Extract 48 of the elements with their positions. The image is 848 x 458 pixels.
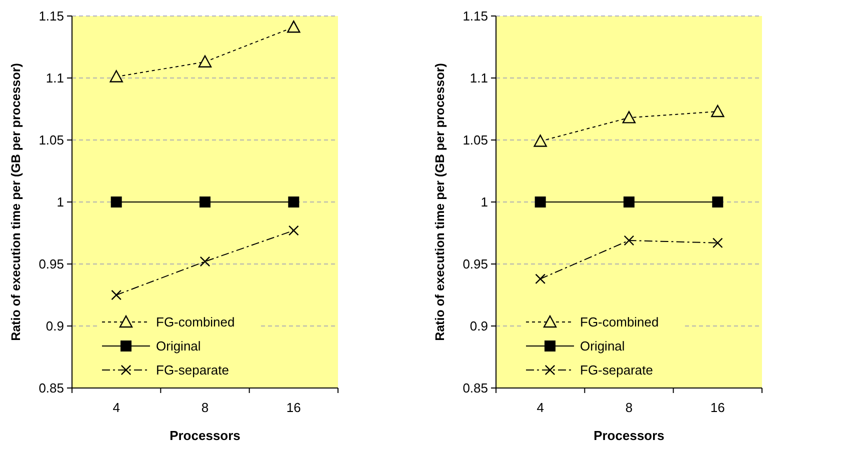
y-tick-label: 1.05 — [38, 132, 64, 148]
point — [624, 196, 634, 208]
y-tick-label: 1.15 — [462, 8, 488, 24]
x-tick-label: 16 — [710, 400, 725, 415]
y-tick-label: 0.9 — [470, 318, 488, 334]
x-tick-label: 4 — [112, 400, 120, 415]
point — [288, 226, 299, 236]
point — [534, 134, 547, 147]
point — [200, 256, 210, 267]
y-tick-label: 0.9 — [46, 318, 64, 334]
point — [110, 70, 123, 82]
x-tick-label: 8 — [201, 400, 209, 415]
point — [712, 196, 724, 208]
point — [110, 196, 122, 208]
x-axis-title: Processors — [170, 428, 240, 443]
point — [111, 290, 122, 300]
x-tick-label: 8 — [625, 400, 633, 415]
y-tick-label: 1.05 — [462, 132, 488, 148]
y-tick-label: 0.85 — [38, 380, 64, 396]
legend-label: Original — [156, 338, 201, 354]
y-tick-label: 1.1 — [46, 70, 64, 86]
legend-label: FG-combined — [156, 314, 235, 330]
point — [288, 196, 300, 208]
x-tick-label: 4 — [536, 400, 544, 415]
point — [535, 274, 546, 284]
y-tick-label: 0.95 — [462, 256, 488, 272]
y-tick-label: 1.1 — [470, 70, 488, 86]
point — [200, 196, 210, 208]
y-tick-label: 0.85 — [462, 380, 488, 396]
legend-label: Original — [580, 338, 625, 354]
point — [198, 55, 212, 68]
y-tick-label: 1.15 — [38, 8, 64, 24]
y-axis-title: Ratio of execution time per (GB per processor) — [433, 63, 447, 341]
y-tick-label: 1 — [56, 194, 64, 210]
point — [711, 104, 724, 118]
legend-label: FG-combined — [580, 314, 659, 330]
y-axis-title: Ratio of execution time per (GB per processor) — [9, 63, 23, 341]
y-tick-label: 0.95 — [38, 256, 64, 272]
point — [624, 235, 634, 246]
point — [534, 196, 546, 208]
x-tick-label: 16 — [286, 400, 301, 415]
legend-label: FG-separate — [580, 362, 653, 378]
point — [712, 238, 723, 248]
legend-label: FG-separate — [156, 362, 229, 378]
x-axis-title: Processors — [594, 428, 664, 443]
y-tick-label: 1 — [480, 194, 488, 210]
point — [622, 111, 636, 124]
point — [287, 20, 300, 33]
